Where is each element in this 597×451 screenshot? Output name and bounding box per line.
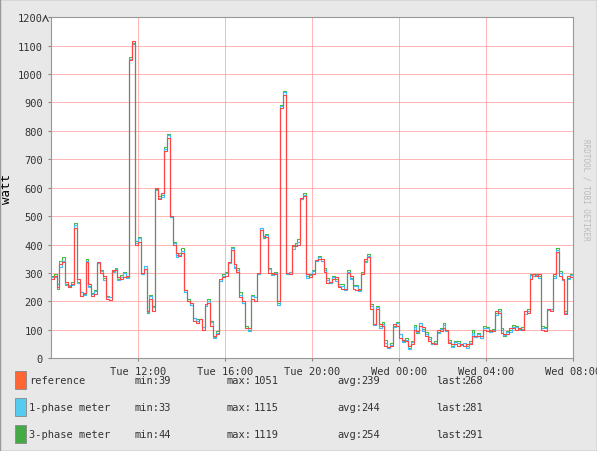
Text: 254: 254 (361, 429, 380, 439)
Text: 1119: 1119 (254, 429, 279, 439)
Text: 291: 291 (464, 429, 483, 439)
Text: avg:: avg: (337, 429, 362, 439)
Text: 239: 239 (361, 375, 380, 385)
Text: min:: min: (134, 375, 159, 385)
Text: reference: reference (29, 375, 85, 385)
Text: avg:: avg: (337, 375, 362, 385)
Text: min:: min: (134, 402, 159, 412)
Y-axis label: watt: watt (0, 173, 13, 203)
Text: 39: 39 (158, 375, 171, 385)
Text: 44: 44 (158, 429, 171, 439)
Text: last:: last: (436, 402, 467, 412)
Text: min:: min: (134, 429, 159, 439)
Text: last:: last: (436, 375, 467, 385)
Text: 1115: 1115 (254, 402, 279, 412)
Text: 3-phase meter: 3-phase meter (29, 429, 110, 439)
Text: 244: 244 (361, 402, 380, 412)
Text: 1051: 1051 (254, 375, 279, 385)
Text: max:: max: (227, 402, 252, 412)
Text: max:: max: (227, 429, 252, 439)
Text: 1-phase meter: 1-phase meter (29, 402, 110, 412)
Text: RRDTOOL / TOBI OETIKER: RRDTOOL / TOBI OETIKER (581, 138, 591, 240)
Text: 33: 33 (158, 402, 171, 412)
Text: avg:: avg: (337, 402, 362, 412)
Text: max:: max: (227, 375, 252, 385)
Text: 281: 281 (464, 402, 483, 412)
Text: last:: last: (436, 429, 467, 439)
Text: 268: 268 (464, 375, 483, 385)
